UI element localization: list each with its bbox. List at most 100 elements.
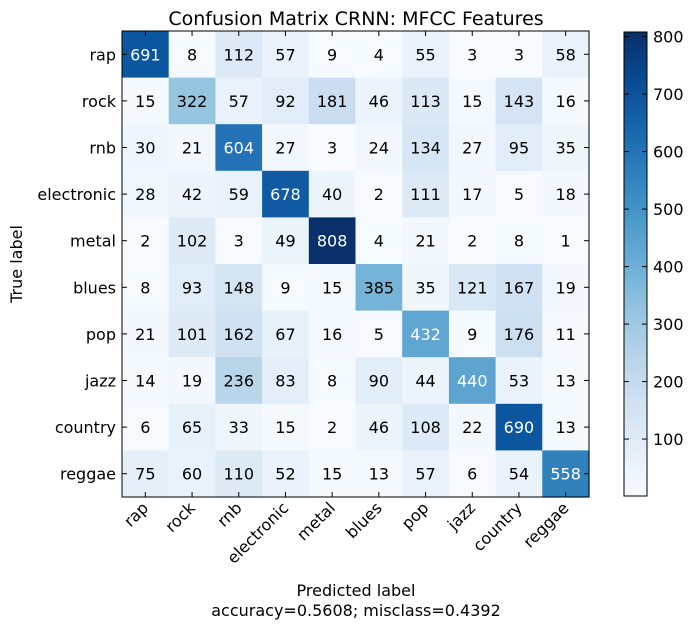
cell-value-6-4: 16: [322, 325, 342, 344]
cell-0-7: [448, 31, 497, 79]
cell-value-5-8: 167: [504, 278, 535, 297]
cell-value-2-3: 27: [275, 139, 295, 158]
cell-2-3: [262, 124, 310, 172]
cell-value-8-0: 6: [140, 418, 150, 437]
cell-value-8-9: 13: [555, 418, 575, 437]
cell-value-2-6: 134: [410, 139, 441, 158]
cell-value-7-1: 19: [182, 372, 202, 391]
cell-1-7: [448, 77, 497, 125]
cell-5-2: [215, 264, 263, 312]
cell-4-1: [168, 217, 216, 265]
cell-value-1-0: 15: [135, 92, 155, 111]
cell-value-2-4: 3: [327, 139, 337, 158]
cell-2-0: [122, 124, 170, 172]
colorbar-tick-label: 800: [653, 28, 684, 47]
cell-2-6: [402, 124, 450, 172]
row-label-rap: rap: [89, 45, 116, 64]
col-label-pop: pop: [398, 498, 433, 533]
cell-3-2: [215, 170, 263, 218]
cell-value-5-2: 148: [223, 278, 254, 297]
cell-3-0: [122, 170, 170, 218]
cell-value-2-1: 21: [182, 139, 202, 158]
cell-value-1-7: 15: [462, 92, 482, 111]
colorbar-ticks: 100 200 300 400 500 600 700 800: [624, 28, 684, 449]
cell-8-3: [262, 403, 310, 451]
cell-value-3-1: 42: [182, 185, 202, 204]
cell-5-1: [168, 264, 216, 312]
cell-value-7-3: 83: [275, 372, 295, 391]
cell-value-2-8: 95: [509, 139, 529, 158]
col-label-jazz: jazz: [443, 498, 479, 534]
cell-value-4-6: 21: [415, 232, 435, 251]
cell-8-9: [542, 403, 590, 451]
cell-value-4-2: 3: [234, 232, 244, 251]
cell-value-1-6: 113: [410, 92, 441, 111]
cell-3-6: [402, 170, 450, 218]
cell-value-8-1: 65: [182, 418, 202, 437]
cell-8-5: [355, 403, 403, 451]
cell-5-6: [402, 264, 450, 312]
cell-1-2: [215, 77, 263, 125]
cell-4-6: [402, 217, 450, 265]
cell-8-8: [495, 403, 543, 451]
cell-value-1-1: 322: [177, 92, 208, 111]
cell-value-6-3: 67: [275, 325, 295, 344]
cell-value-4-9: 1: [561, 232, 571, 251]
col-label-rap: rap: [120, 498, 152, 530]
cell-8-7: [448, 403, 497, 451]
cell-0-6: [402, 31, 450, 79]
cell-value-4-3: 49: [275, 232, 295, 251]
cell-9-9: [542, 450, 590, 498]
row-label-reggae: reggae: [60, 465, 116, 484]
cell-value-1-9: 16: [555, 92, 575, 111]
cell-value-7-4: 8: [327, 372, 337, 391]
cell-value-3-9: 18: [555, 185, 575, 204]
cell-value-0-0: 691: [130, 45, 161, 64]
cell-0-4: [308, 31, 357, 79]
cell-0-8: [495, 31, 543, 79]
cell-value-6-9: 11: [555, 325, 575, 344]
row-label-metal: metal: [70, 232, 116, 251]
cell-value-3-3: 678: [270, 185, 301, 204]
cell-value-8-6: 108: [410, 418, 441, 437]
cell-value-7-7: 440: [457, 372, 488, 391]
cell-value-9-5: 13: [369, 465, 389, 484]
cell-9-4: [308, 450, 357, 498]
cell-2-9: [542, 124, 590, 172]
cell-value-9-1: 60: [182, 465, 202, 484]
row-label-rock: rock: [82, 92, 117, 111]
cell-7-6: [402, 357, 450, 405]
cell-5-8: [495, 264, 543, 312]
row-label-country: country: [55, 418, 116, 437]
colorbar-tick-label: 700: [653, 85, 684, 104]
cell-value-2-5: 24: [369, 139, 389, 158]
cell-value-6-0: 21: [135, 325, 155, 344]
cell-value-7-2: 236: [223, 372, 254, 391]
row-label-jazz: jazz: [84, 372, 116, 391]
cell-value-3-5: 2: [374, 185, 384, 204]
plot-frame: [121, 30, 590, 498]
cell-value-8-3: 15: [275, 418, 295, 437]
cell-value-5-0: 8: [140, 278, 150, 297]
cell-9-1: [168, 450, 216, 498]
cell-5-3: [262, 264, 310, 312]
colorbar-tick-label: 300: [653, 315, 684, 334]
cell-value-5-5: 385: [364, 278, 395, 297]
cell-value-6-6: 432: [410, 325, 441, 344]
colorbar-tick-label: 100: [653, 430, 684, 449]
cell-5-4: [308, 264, 357, 312]
cell-6-3: [262, 310, 310, 358]
cell-1-6: [402, 77, 450, 125]
cell-2-7: [448, 124, 497, 172]
cell-3-5: [355, 170, 403, 218]
cell-7-1: [168, 357, 216, 405]
cell-0-0: [122, 31, 170, 79]
cell-6-0: [122, 310, 170, 358]
cell-value-6-2: 162: [223, 325, 254, 344]
cell-3-4: [308, 170, 357, 218]
cell-7-9: [542, 357, 590, 405]
cell-4-4: [308, 217, 357, 265]
cell-value-0-3: 57: [275, 45, 295, 64]
cell-9-2: [215, 450, 263, 498]
